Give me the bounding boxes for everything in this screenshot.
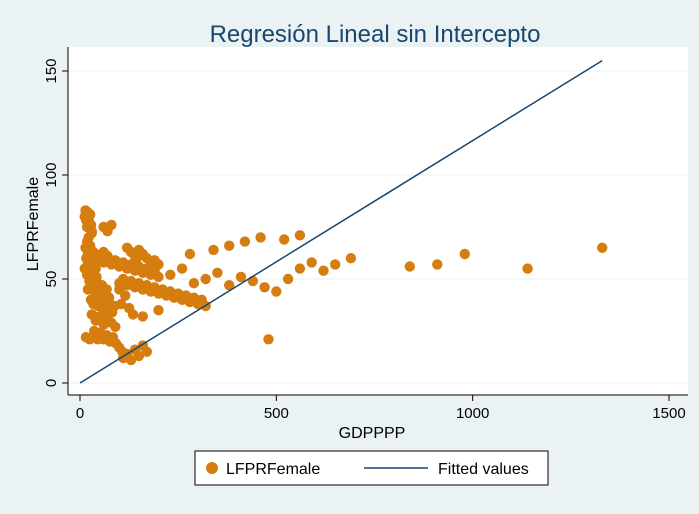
data-point xyxy=(255,232,266,243)
data-point xyxy=(96,332,107,343)
data-point xyxy=(404,261,415,272)
data-point xyxy=(153,271,164,283)
data-point xyxy=(459,248,470,260)
data-point xyxy=(235,271,247,283)
data-point xyxy=(184,248,196,260)
x-tick-label: 0 xyxy=(76,405,84,422)
data-point xyxy=(106,219,117,231)
data-point xyxy=(263,334,274,345)
data-point xyxy=(153,259,164,270)
data-point xyxy=(125,354,137,366)
data-point xyxy=(212,267,223,278)
x-tick-label: 1500 xyxy=(652,405,685,422)
data-point xyxy=(90,250,101,262)
data-point xyxy=(86,228,98,239)
data-point xyxy=(120,261,131,272)
data-point xyxy=(137,311,148,322)
data-point xyxy=(432,259,443,270)
legend-marker-scatter xyxy=(206,462,218,474)
data-point xyxy=(208,244,219,256)
y-tick-label: 50 xyxy=(43,271,60,288)
legend-label-scatter: LFPRFemale xyxy=(226,461,320,478)
data-point xyxy=(247,275,258,287)
data-point xyxy=(101,284,112,295)
data-point xyxy=(224,240,235,251)
x-axis-label: GDPPPP xyxy=(339,425,406,442)
data-point xyxy=(120,290,131,301)
chart-title: Regresión Lineal sin Intercepto xyxy=(210,21,541,48)
x-tick-label: 500 xyxy=(264,405,289,422)
data-point xyxy=(165,269,176,280)
fitted-line-group xyxy=(79,59,603,384)
data-point xyxy=(85,209,96,220)
data-point xyxy=(259,282,270,293)
legend: LFPRFemale Fitted values xyxy=(194,450,549,486)
data-point xyxy=(82,257,94,268)
legend-label-fitted: Fitted values xyxy=(438,461,529,478)
data-point xyxy=(153,305,164,316)
data-point xyxy=(133,350,145,362)
y-tick-label: 100 xyxy=(43,162,60,187)
axes: 0 500 1000 1500 0 50 100 150 xyxy=(43,47,688,422)
data-point xyxy=(318,265,329,276)
data-point xyxy=(330,259,341,270)
data-point xyxy=(345,253,357,264)
data-point xyxy=(224,280,235,291)
scatter-points xyxy=(79,205,608,366)
y-tick-label: 150 xyxy=(43,58,60,83)
data-point xyxy=(116,298,127,310)
data-point xyxy=(522,263,533,274)
y-axis-label: LFPRFemale xyxy=(25,177,42,271)
data-point xyxy=(141,346,152,357)
data-point xyxy=(94,311,105,322)
data-point xyxy=(98,246,109,258)
data-point xyxy=(294,263,306,274)
data-point xyxy=(597,242,608,253)
data-point xyxy=(110,321,121,332)
data-point xyxy=(294,230,306,241)
data-point xyxy=(279,234,290,245)
x-tick-label: 1000 xyxy=(456,405,489,422)
data-point xyxy=(131,253,143,264)
data-point xyxy=(306,257,317,268)
plot-area xyxy=(68,47,688,395)
data-point xyxy=(188,278,200,289)
data-point xyxy=(127,309,139,320)
data-point xyxy=(282,273,294,285)
data-point xyxy=(200,273,211,285)
fitted-line xyxy=(79,59,603,384)
data-point xyxy=(239,236,251,247)
data-point xyxy=(176,263,188,274)
data-point xyxy=(271,286,282,297)
y-tick-label: 0 xyxy=(43,379,60,387)
